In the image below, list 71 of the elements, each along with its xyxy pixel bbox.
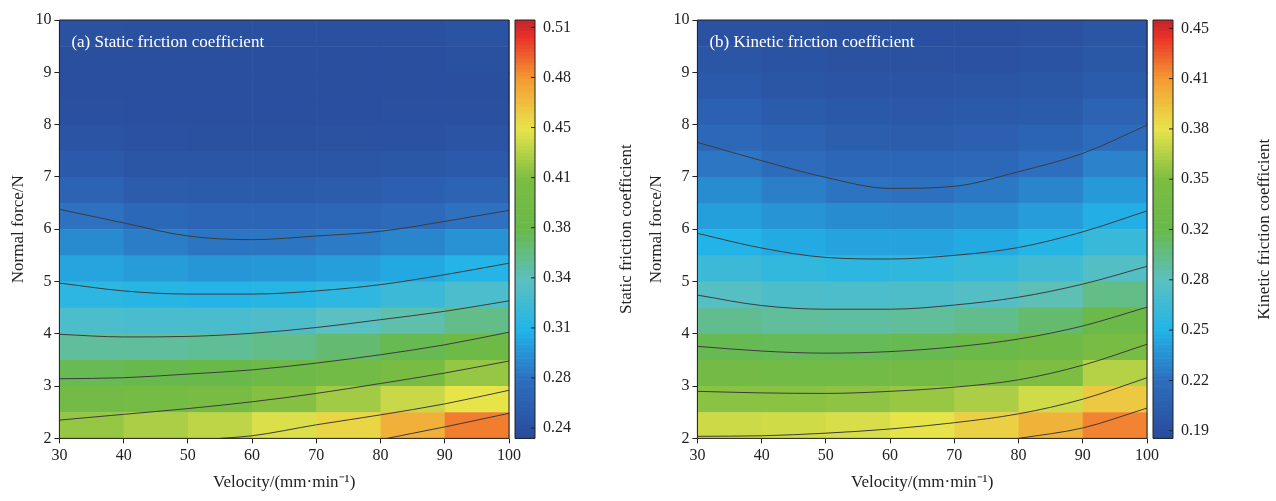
y-tick-label: 4 <box>681 324 690 341</box>
y-tick-label: 2 <box>681 428 690 446</box>
x-tick-label: 40 <box>115 446 132 464</box>
color-bar-label: 0.31 <box>543 318 571 336</box>
x-axis-title: Velocity/(mm·min⁻¹) <box>851 472 994 492</box>
line-series <box>59 262 509 295</box>
line-series <box>59 360 509 421</box>
color-bar-label: 0.45 <box>543 117 571 135</box>
x-tick-label: 60 <box>882 446 899 464</box>
color-bar-label: 0.25 <box>1181 320 1209 338</box>
x-tick-label: 30 <box>51 446 68 464</box>
text: (a) Static friction coefficient <box>71 32 265 52</box>
line-series <box>697 377 1147 437</box>
y-tick-label: 7 <box>43 167 52 185</box>
line-series <box>697 210 1147 260</box>
color-bar-label: 0.32 <box>1181 219 1209 237</box>
color-bar-label: 0.24 <box>543 418 571 436</box>
y-tick-label: 10 <box>35 10 52 28</box>
line-series <box>59 331 509 380</box>
color-bar-label: 0.22 <box>1181 370 1209 388</box>
y-tick-label: 6 <box>43 219 52 237</box>
x-tick-label: 100 <box>1135 446 1159 464</box>
x-tick-label: 70 <box>946 446 963 464</box>
y-tick-label: 7 <box>681 167 690 185</box>
x-tick-label: 40 <box>753 446 770 464</box>
color-bar-label: 0.38 <box>543 217 571 235</box>
color-bar-label: 0.48 <box>543 67 571 85</box>
y-tick-label: 4 <box>43 324 52 341</box>
y-tick-label: 3 <box>681 376 690 394</box>
x-tick-label: 90 <box>1074 446 1091 464</box>
y-tick-label: 9 <box>681 62 690 80</box>
color-bar-label: 0.45 <box>1181 18 1209 36</box>
y-tick-label: 10 <box>673 10 690 28</box>
y-tick-label: 8 <box>681 114 690 132</box>
y-axis-title: Normal force/N <box>7 175 27 284</box>
x-axis-title: Velocity/(mm·min⁻¹) <box>213 472 356 492</box>
line-series <box>697 306 1147 354</box>
line-series <box>59 300 509 338</box>
x-tick-label: 100 <box>497 446 521 464</box>
color-bar-label: 0.19 <box>1181 420 1209 438</box>
y-tick-label: 3 <box>43 376 52 394</box>
color-bar-label: 0.28 <box>1181 270 1209 288</box>
x-tick-label: 80 <box>1010 446 1027 464</box>
color-bar-label: 0.38 <box>1181 119 1209 137</box>
x-tick-label: 80 <box>372 446 389 464</box>
y-tick-label: 9 <box>43 62 52 80</box>
line-series <box>697 343 1147 394</box>
color-bar-label: 0.35 <box>1181 169 1209 187</box>
x-tick-label: 50 <box>817 446 834 464</box>
x-tick-label: 30 <box>689 446 706 464</box>
y-tick-label: 8 <box>43 114 52 132</box>
x-tick-label: 90 <box>436 446 453 464</box>
y-tick-label: 6 <box>681 219 690 237</box>
line-series <box>697 265 1147 310</box>
x-tick-label: 50 <box>179 446 196 464</box>
x-tick-label: 70 <box>308 446 325 464</box>
line-series <box>59 208 509 241</box>
x-tick-label: 60 <box>244 446 261 464</box>
color-bar-label: 0.41 <box>1181 68 1209 86</box>
color-bar-label: 0.41 <box>543 167 571 185</box>
text: (b) Kinetic friction coefficient <box>709 32 915 52</box>
color-bar-label: 0.28 <box>543 368 571 386</box>
color-bar-title: Kinetic friction coefficient <box>1254 138 1274 320</box>
line-series <box>697 124 1147 189</box>
y-tick-label: 5 <box>43 271 52 289</box>
color-bar-title: Static friction coefficient <box>616 144 636 315</box>
y-axis-title: Normal force/N <box>645 175 665 284</box>
y-tick-label: 2 <box>43 428 52 446</box>
y-tick-label: 5 <box>681 271 690 289</box>
color-bar-label: 0.51 <box>543 17 571 35</box>
color-bar-label: 0.34 <box>543 268 571 286</box>
